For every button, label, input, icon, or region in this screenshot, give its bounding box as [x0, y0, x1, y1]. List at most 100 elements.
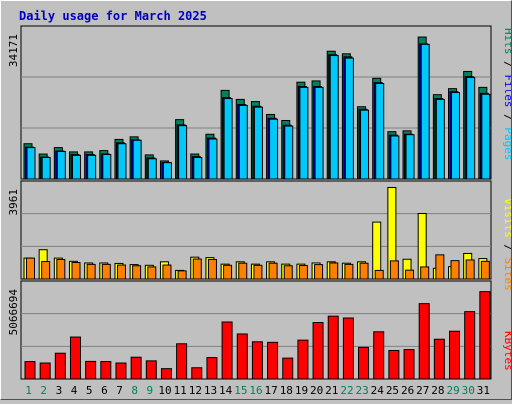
day-label-18: 18: [280, 384, 293, 397]
bar-pages-day-11: [178, 125, 188, 180]
day-label-24: 24: [371, 384, 385, 397]
bar-sites-day-20: [314, 264, 324, 280]
bar-kbytes-day-13: [206, 357, 218, 380]
bar-kbytes-day-29: [449, 330, 461, 380]
day-label-8: 8: [131, 384, 138, 397]
bar-sites-day-16: [253, 264, 263, 280]
bar-sites-day-5: [86, 263, 96, 280]
bar-pages-day-9: [147, 158, 157, 180]
day-label-9: 9: [147, 384, 154, 397]
day-label-26: 26: [401, 384, 414, 397]
day-label-6: 6: [101, 384, 108, 397]
bar-pages-day-27: [420, 43, 430, 180]
bar-sites-day-7: [116, 264, 126, 280]
bar-kbytes-day-26: [403, 349, 415, 380]
bar-kbytes-day-31: [479, 291, 491, 380]
bar-kbytes-day-22: [342, 317, 354, 380]
bar-pages-day-10: [162, 162, 172, 180]
day-label-15: 15: [234, 384, 247, 397]
bar-sites-day-25: [389, 260, 399, 280]
bar-pages-day-20: [314, 86, 324, 180]
bar-sites-day-2: [41, 261, 51, 280]
bar-sites-day-4: [71, 262, 81, 280]
bar-kbytes-day-9: [145, 360, 157, 380]
bar-kbytes-day-28: [433, 338, 445, 380]
bar-sites-day-9: [147, 266, 157, 280]
bar-kbytes-day-15: [236, 333, 248, 380]
day-label-23: 23: [356, 384, 369, 397]
bar-kbytes-day-25: [388, 349, 400, 380]
bar-pages-day-8: [132, 139, 142, 180]
bar-kbytes-day-24: [373, 331, 385, 380]
bar-kbytes-day-18: [282, 357, 294, 380]
bar-pages-day-16: [253, 106, 263, 180]
bar-sites-day-1: [26, 257, 35, 280]
bar-kbytes-day-27: [418, 303, 430, 380]
bar-kbytes-day-3: [54, 352, 66, 380]
bar-kbytes-day-19: [297, 339, 309, 380]
day-label-1: 1: [25, 384, 32, 397]
day-label-22: 22: [340, 384, 353, 397]
bar-pages-day-29: [451, 92, 461, 180]
day-label-16: 16: [249, 384, 262, 397]
bar-pages-day-1: [26, 147, 36, 180]
bar-sites-day-23: [359, 262, 369, 280]
bar-sites-day-28: [435, 254, 445, 280]
day-label-30: 30: [462, 384, 475, 397]
bar-sites-day-18: [283, 265, 293, 280]
bar-pages-day-7: [117, 143, 127, 180]
bar-sites-day-22: [344, 263, 354, 280]
bar-kbytes-day-11: [176, 343, 188, 380]
bar-sites-day-8: [132, 265, 142, 280]
bar-kbytes-day-20: [312, 322, 324, 380]
day-label-25: 25: [386, 384, 399, 397]
day-label-11: 11: [174, 384, 187, 397]
panel-2-max-label: 3961: [7, 189, 20, 216]
bar-kbytes-day-21: [327, 315, 339, 380]
bar-sites-day-11: [177, 270, 187, 280]
bar-kbytes-day-8: [130, 356, 142, 380]
day-label-29: 29: [446, 384, 459, 397]
day-label-5: 5: [86, 384, 93, 397]
bar-kbytes-day-4: [69, 336, 81, 380]
day-label-20: 20: [310, 384, 323, 397]
bar-sites-day-17: [268, 262, 278, 280]
bar-pages-day-22: [344, 57, 354, 180]
bar-pages-day-26: [405, 134, 415, 180]
legend-hits-files-pages: Hits / Files / Pages: [502, 28, 511, 161]
bar-sites-day-29: [450, 260, 460, 280]
bar-pages-day-25: [390, 135, 400, 180]
bar-pages-day-30: [466, 76, 476, 180]
bar-pages-day-2: [41, 156, 51, 180]
bar-pages-day-3: [56, 150, 66, 180]
bar-kbytes-day-7: [115, 362, 127, 380]
bar-sites-day-31: [480, 260, 490, 280]
bar-pages-day-17: [269, 118, 279, 180]
bar-pages-day-18: [284, 125, 294, 180]
bar-pages-day-5: [87, 154, 97, 180]
bar-sites-day-21: [329, 262, 339, 280]
bar-sites-day-26: [405, 269, 415, 280]
bar-sites-day-19: [298, 265, 308, 280]
bar-pages-day-12: [193, 156, 203, 180]
bar-pages-day-13: [208, 138, 218, 180]
bar-sites-day-6: [101, 263, 111, 280]
bar-kbytes-day-17: [267, 341, 279, 380]
bar-sites-day-24: [374, 269, 384, 280]
bar-pages-day-14: [223, 98, 233, 180]
bar-pages-day-4: [71, 154, 81, 180]
bar-sites-day-13: [207, 258, 217, 280]
bar-pages-day-19: [299, 86, 309, 180]
legend-visits-sites: Visits / Sites: [502, 198, 511, 291]
bar-sites-day-10: [162, 264, 172, 280]
day-label-14: 14: [219, 384, 233, 397]
bar-kbytes-day-5: [85, 360, 97, 380]
bar-kbytes-day-2: [39, 362, 51, 380]
chart-title: Daily usage for March 2025: [19, 9, 207, 23]
bar-sites-day-15: [238, 262, 248, 280]
bar-pages-day-15: [238, 104, 248, 180]
bar-pages-day-21: [329, 55, 339, 180]
bar-pages-day-28: [435, 98, 445, 180]
